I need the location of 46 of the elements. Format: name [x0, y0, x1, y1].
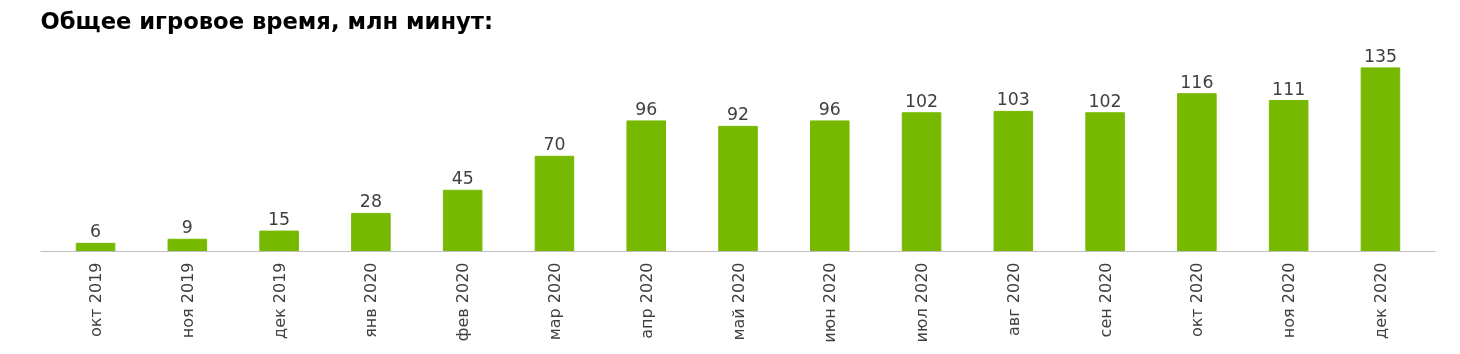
- data-label: 111: [1272, 78, 1306, 99]
- bar: [718, 125, 758, 252]
- data-label: 135: [1363, 45, 1397, 66]
- data-label: 9: [181, 217, 193, 238]
- x-tick-label: фев 2020: [453, 262, 473, 342]
- data-label: 28: [359, 191, 382, 212]
- data-label: 92: [726, 104, 750, 125]
- bar: [626, 120, 666, 252]
- x-tick-label: ноя 2019: [177, 262, 197, 339]
- x-tick-label: июн 2020: [820, 262, 840, 343]
- data-label: 15: [268, 209, 291, 230]
- bar: [259, 230, 299, 252]
- x-tick-label: мар 2020: [544, 262, 564, 341]
- x-tick-label: янв 2020: [361, 262, 381, 338]
- x-tick-label: дек 2020: [1370, 262, 1390, 339]
- bar: [901, 112, 942, 252]
- data-label: 102: [1088, 90, 1122, 111]
- data-label: 103: [996, 89, 1030, 110]
- bar: [1268, 100, 1309, 252]
- bar: [351, 212, 391, 252]
- x-tick-label: окт 2020: [1187, 262, 1207, 338]
- bar: [1177, 93, 1217, 252]
- x-tick-label: дек 2019: [269, 262, 289, 339]
- x-tick-label: май 2020: [728, 262, 748, 341]
- data-label: 96: [635, 98, 658, 119]
- bar: [442, 189, 483, 252]
- bar: [993, 110, 1034, 252]
- data-label: 96: [818, 98, 841, 119]
- data-label: 70: [543, 134, 566, 155]
- bar: [1360, 67, 1401, 252]
- bar: [1085, 112, 1125, 252]
- x-tick-label: авг 2020: [1003, 262, 1023, 336]
- x-tick-label: апр 2020: [636, 262, 656, 339]
- bar: [810, 120, 850, 252]
- bar: [75, 242, 116, 252]
- data-label: 6: [90, 221, 102, 242]
- bar: [167, 238, 208, 252]
- chart-title: Общее игровое время, млн минут:: [40, 7, 494, 34]
- bar: [534, 155, 575, 252]
- x-tick-label: сен 2020: [1095, 262, 1115, 338]
- x-tick-label: ноя 2020: [1279, 262, 1299, 339]
- data-label: 102: [905, 90, 939, 111]
- x-tick-label: июл 2020: [912, 262, 932, 343]
- data-label: 45: [451, 168, 474, 189]
- data-label: 116: [1180, 71, 1214, 92]
- x-tick-label: окт 2019: [86, 262, 106, 338]
